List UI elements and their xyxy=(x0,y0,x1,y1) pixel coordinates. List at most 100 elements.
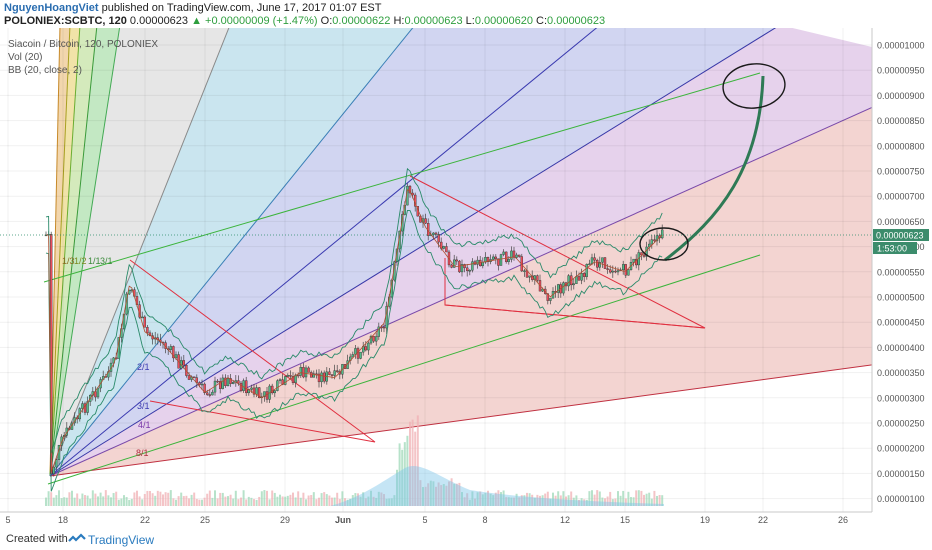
candle-body xyxy=(205,392,209,395)
volume-bar xyxy=(299,497,302,506)
low-value: 0.00000620 xyxy=(474,15,533,27)
volume-bar xyxy=(388,498,391,506)
volume-bar xyxy=(149,491,151,506)
time-tick-label: 22 xyxy=(140,515,150,525)
volume-bar xyxy=(414,431,417,506)
volume-bar xyxy=(567,495,570,506)
volume-bar xyxy=(565,496,567,506)
volume-bar xyxy=(154,495,157,506)
volume-bar xyxy=(195,498,198,506)
volume-bar xyxy=(416,415,419,506)
fan-line xyxy=(49,106,872,477)
volume-bar xyxy=(164,492,167,506)
volume-bar xyxy=(167,492,170,506)
fan-label: 8/1 xyxy=(136,448,149,458)
time-axis[interactable]: 5 18 22 25 29 Jun 5 8 12 15 19 22 26 xyxy=(5,515,848,525)
volume-bar xyxy=(188,498,190,506)
volume-bar xyxy=(138,496,141,506)
candle-body xyxy=(515,254,518,258)
time-tick-label: 29 xyxy=(280,515,290,525)
candle-body xyxy=(510,250,513,260)
volume-bar xyxy=(645,493,648,506)
price-tag-box xyxy=(873,229,929,242)
candle-body xyxy=(258,387,261,399)
volume-bar xyxy=(198,499,201,506)
volume-bar xyxy=(250,497,253,506)
volume-bar xyxy=(94,493,97,506)
price-axis[interactable]: 0.00001000 0.00000950 0.00000900 0.00000850… xyxy=(877,41,925,505)
price-tick-label: 0.00000900 xyxy=(877,91,925,101)
candle-body xyxy=(572,283,575,286)
countdown-tag-label: 1:53:00 xyxy=(877,244,907,254)
volume-bar xyxy=(500,492,502,506)
volume-bar xyxy=(123,495,125,506)
low-label: L: xyxy=(465,15,475,27)
candle-body xyxy=(278,379,282,381)
tradingview-brand[interactable]: TradingView xyxy=(88,533,155,547)
candle-body xyxy=(557,284,560,293)
candle-body xyxy=(221,377,225,389)
candle-body xyxy=(606,268,609,270)
price-tick-label: 0.00000150 xyxy=(877,469,925,479)
volume-bar xyxy=(653,490,656,506)
volume-bar xyxy=(596,490,599,506)
volume-bar xyxy=(276,496,279,506)
volume-bar xyxy=(520,495,523,506)
volume-bar xyxy=(614,498,617,506)
volume-bar xyxy=(130,498,133,506)
volume-bar xyxy=(292,492,294,506)
fan-line xyxy=(49,28,598,477)
candle-body xyxy=(231,382,235,384)
price-change: ▲ +0.00000009 (+1.47%) xyxy=(191,15,318,27)
volume-bar xyxy=(377,491,380,506)
time-tick-label: 12 xyxy=(560,515,570,525)
volume-bar xyxy=(255,499,258,506)
volume-bar xyxy=(390,498,393,506)
volume-bar xyxy=(310,495,313,506)
volume-bar xyxy=(224,496,227,506)
candle-body xyxy=(442,246,445,249)
fan-label: 1/3 xyxy=(62,256,75,266)
candle-body xyxy=(354,348,357,355)
candle-body xyxy=(609,269,612,273)
volume-bar xyxy=(588,491,591,506)
candle-body xyxy=(497,258,500,266)
volume-bar xyxy=(466,493,469,506)
volume-bar xyxy=(380,492,383,506)
volume-bar xyxy=(336,492,339,506)
price-chart[interactable]: 1/3 1/2 1/1 3/12/13/14/18/1 0.000010000.000… xyxy=(0,28,932,528)
volume-bar xyxy=(497,490,500,506)
candle-body xyxy=(263,391,266,397)
price-tick-label: 0.00000700 xyxy=(877,192,925,202)
price-tick-label: 0.00000650 xyxy=(877,217,925,227)
volume-bar xyxy=(578,499,580,506)
volume-bar xyxy=(474,498,476,506)
open-label: O: xyxy=(320,15,333,27)
volume-bar xyxy=(201,499,203,506)
volume-bar xyxy=(528,493,531,506)
candle-body xyxy=(603,257,607,269)
author-name[interactable]: NguyenHoangViet xyxy=(4,2,99,14)
volume-bar xyxy=(585,499,588,506)
candle-body xyxy=(655,235,659,242)
triangle-1 xyxy=(129,259,376,443)
volume-bar xyxy=(273,492,276,506)
price-tick-label: 0.00000950 xyxy=(877,66,925,76)
volume-bar xyxy=(58,490,60,506)
candle-body xyxy=(208,394,212,396)
candle-body xyxy=(650,239,653,245)
volume-bar xyxy=(351,495,354,506)
volume-bar xyxy=(622,490,625,506)
candle-body xyxy=(528,275,531,278)
volume-bar xyxy=(193,492,196,506)
price-tick-label: 0.00000800 xyxy=(877,141,925,151)
volume-bar xyxy=(302,492,305,506)
candle-body xyxy=(453,259,456,268)
candle-body xyxy=(284,376,287,385)
bb-upper xyxy=(45,167,663,454)
volume-bar xyxy=(284,496,287,506)
created-with: Created with xyxy=(6,533,68,545)
candle-body xyxy=(434,232,438,235)
volume-bar xyxy=(180,492,183,506)
volume-bar xyxy=(539,495,541,506)
